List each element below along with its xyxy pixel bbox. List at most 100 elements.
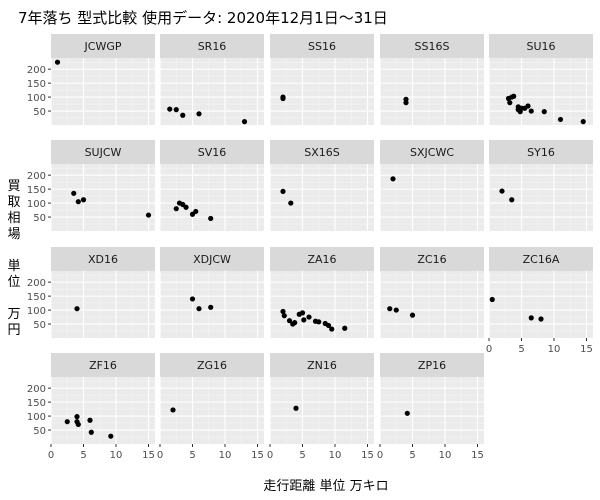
data-point <box>54 59 61 65</box>
facet-panel-sr16: SR16 <box>159 34 264 125</box>
data-point <box>64 419 70 425</box>
y-tick-label: 50 <box>33 213 46 224</box>
facet-panel-xd16: XD16 50 100 150 200 <box>27 247 155 338</box>
data-point <box>509 197 515 203</box>
y-tick-label: 200 <box>27 65 46 76</box>
facet-panel-zp16: ZP16 0 5 10 15 <box>377 353 484 461</box>
facet-strip-label: SX16S <box>304 146 340 159</box>
data-point <box>541 109 547 115</box>
y-axis-label-char: 単 <box>7 258 20 274</box>
data-point <box>280 188 286 194</box>
facet-strip-label: ZG16 <box>197 359 227 372</box>
facet-strip <box>51 247 155 271</box>
y-tick-label: 150 <box>27 398 46 409</box>
data-point <box>393 307 399 313</box>
facet-panel-sujcw: SUJCW 50 100 150 200 <box>27 140 155 231</box>
facet-panel-jcwgp: JCWGP 50 100 150 200 <box>27 34 155 125</box>
facet-panel-zn16: ZN16 0 5 10 15 <box>267 353 374 461</box>
facet-panel-zg16: ZG16 0 5 10 15 <box>157 353 264 461</box>
data-point <box>293 405 299 411</box>
facet-strip <box>270 247 374 271</box>
panel-background <box>270 271 374 338</box>
facet-strip-label: ZC16A <box>523 253 560 266</box>
data-point <box>325 322 332 329</box>
data-point <box>167 106 173 112</box>
facet-panel-sx16s: SX16S <box>269 140 374 231</box>
facet-strip <box>380 353 484 377</box>
data-point <box>88 429 94 435</box>
facet-strip-label: XDJCW <box>193 253 231 266</box>
facet-panel-su16: SU16 <box>488 34 593 125</box>
facet-strip <box>51 140 155 164</box>
facet-strip-label: SU16 <box>526 40 555 53</box>
y-axis-label-char: 相 <box>7 211 20 226</box>
x-tick-label: 0 <box>267 450 273 461</box>
data-point <box>241 119 248 125</box>
data-point <box>390 176 396 182</box>
data-point <box>87 417 93 423</box>
x-tick-label: 5 <box>518 344 524 355</box>
data-point <box>196 111 202 117</box>
data-point <box>145 212 152 218</box>
y-axis-label-char: 場 <box>7 227 20 242</box>
facet-panel-zf16: ZF16 50 100 150 200 0 5 10 15 <box>27 353 155 461</box>
data-point <box>511 93 517 99</box>
y-axis-label-char: 買 <box>7 179 20 194</box>
y-tick-label: 200 <box>27 384 46 395</box>
facet-strip <box>380 140 484 164</box>
data-point <box>342 325 348 331</box>
panel-background <box>270 164 374 231</box>
x-tick-label: 15 <box>361 450 374 461</box>
y-tick-label: 100 <box>27 306 46 317</box>
facet-strip <box>270 34 374 58</box>
data-point <box>489 296 495 303</box>
data-point <box>580 119 586 125</box>
y-tick-label: 50 <box>33 320 46 331</box>
panel-background <box>270 377 374 444</box>
chart-title: 7年落ち 型式比較 使用データ: 2020年12月1日～31日 <box>18 9 388 27</box>
panel-background <box>160 271 264 338</box>
facet-strip <box>160 353 264 377</box>
data-point <box>280 308 286 315</box>
x-tick-label: 10 <box>219 450 232 461</box>
data-point <box>108 433 114 439</box>
data-point <box>170 407 176 413</box>
data-point <box>208 215 214 222</box>
data-point <box>557 116 564 123</box>
data-point <box>288 200 294 206</box>
facet-strip <box>489 247 593 271</box>
panel-background <box>380 271 484 338</box>
panel-background <box>380 164 484 231</box>
x-tick-label: 15 <box>251 450 264 461</box>
data-point <box>208 304 214 310</box>
y-tick-label: 100 <box>27 412 46 423</box>
facet-strip-label: JCWGP <box>84 40 122 53</box>
data-point <box>306 314 312 320</box>
data-point <box>183 204 189 210</box>
data-point <box>409 312 416 318</box>
panel-background <box>489 271 593 338</box>
facet-strip-label: SS16 <box>308 40 336 53</box>
x-tick-label: 0 <box>48 450 54 461</box>
data-point <box>75 199 81 205</box>
data-point <box>329 326 335 332</box>
facet-strip <box>489 140 593 164</box>
y-tick-label: 150 <box>27 79 46 90</box>
data-point <box>193 208 199 215</box>
panel-background <box>489 164 593 231</box>
facet-panel-sxjcwc: SXJCWC <box>379 140 484 231</box>
facet-panel-ss16s: SS16S <box>379 34 484 125</box>
data-point <box>299 310 306 316</box>
data-point <box>286 318 293 324</box>
y-axis-label-char: 円 <box>7 323 20 338</box>
facet-strip-label: SS16S <box>415 40 450 53</box>
x-tick-label: 15 <box>142 450 155 461</box>
facet-strip-label: ZF16 <box>89 359 117 372</box>
panel-background <box>160 164 264 231</box>
x-tick-label: 15 <box>471 450 484 461</box>
facet-strip <box>160 34 264 58</box>
facet-strip <box>51 34 155 58</box>
data-point <box>316 319 322 325</box>
panel-background <box>51 271 155 338</box>
